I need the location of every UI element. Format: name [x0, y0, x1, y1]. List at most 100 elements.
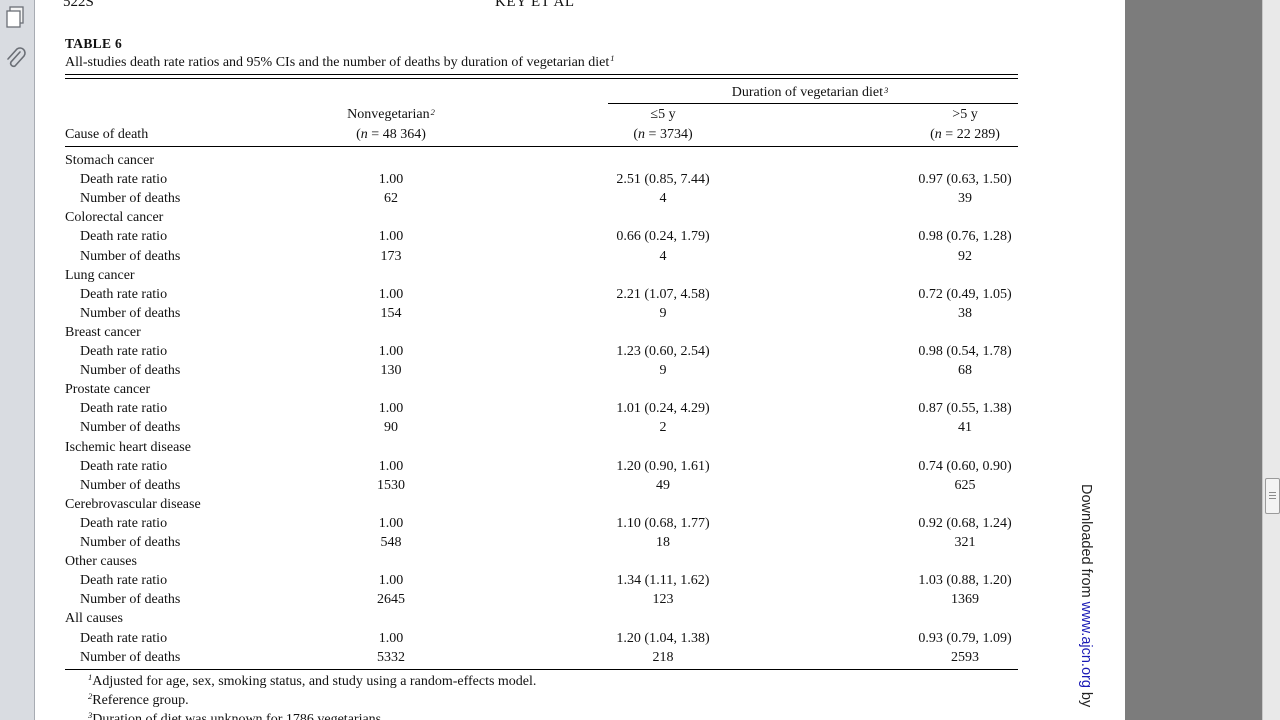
cell-short: 1.20 (1.04, 1.38) [616, 630, 710, 646]
cell-long: 321 [954, 535, 976, 550]
cause-group-label: Lung cancer [65, 267, 135, 283]
download-notice: Downloaded from www.ajcn.org by [1078, 484, 1094, 707]
cell-long: 0.97 (0.63, 1.50) [918, 172, 1012, 188]
download-notice-suffix: by [1078, 687, 1094, 708]
cell-short: 49 [656, 477, 670, 493]
cell-nonveg: 62 [384, 191, 398, 207]
table-top-rule-2 [65, 78, 1018, 79]
long-n-value: = 22 289) [941, 127, 1000, 142]
cell-long: 41 [958, 420, 972, 436]
row-label: Death rate ratio [80, 458, 168, 474]
cell-short: 1.23 (0.60, 2.54) [616, 344, 710, 359]
cell-long: 0.74 (0.60, 0.90) [918, 458, 1012, 474]
cell-nonveg: 1.00 [378, 515, 404, 531]
cell-short: 2 [659, 420, 667, 436]
cell-long: 0.92 (0.68, 1.24) [918, 515, 1012, 531]
cell-long: 1369 [951, 592, 979, 608]
cell-short: 4 [659, 248, 667, 264]
cell-long: 38 [958, 305, 972, 321]
vertical-scrollbar[interactable] [1262, 0, 1280, 720]
short-duration-header: ≤5 y [650, 107, 676, 122]
cell-long: 0.87 (0.55, 1.38) [918, 401, 1012, 417]
table-label: TABLE 6 [65, 36, 122, 51]
document-page: 522S KEY ET AL TABLE 6 All-studies death… [35, 0, 1125, 720]
cell-nonveg: 1530 [377, 477, 405, 493]
cell-short: 123 [652, 592, 674, 608]
download-notice-prefix: Downloaded from [1078, 484, 1094, 602]
short-n-value: = 3734) [645, 127, 693, 142]
journal-link[interactable]: www.ajcn.org [1078, 601, 1094, 688]
row-label: Death rate ratio [80, 401, 168, 417]
nonveg-n-symbol: n [360, 127, 368, 142]
row-label: Number of deaths [80, 305, 181, 321]
long-n-symbol: n [934, 127, 942, 142]
row-label: Number of deaths [80, 420, 181, 436]
pages-icon[interactable] [3, 4, 29, 30]
footnote-1-mark: 1 [88, 672, 93, 682]
cell-long: 0.98 (0.54, 1.78) [918, 344, 1012, 359]
cell-nonveg: 548 [380, 535, 402, 550]
cause-group-label: Breast cancer [65, 324, 141, 340]
nonveg-footnote-mark: 2 [430, 107, 435, 117]
cell-nonveg: 1.00 [378, 229, 404, 245]
row-label: Death rate ratio [80, 630, 168, 646]
row-label: Number of deaths [80, 191, 181, 207]
cell-short: 2.51 (0.85, 7.44) [616, 172, 710, 188]
cell-long: 625 [954, 477, 976, 493]
footnote-2: 2Reference group. [87, 691, 189, 709]
cell-long: 0.98 (0.76, 1.28) [918, 229, 1012, 245]
thumb-grip-line [1269, 498, 1276, 499]
cause-group-label: Other causes [65, 554, 137, 570]
cell-long: 0.72 (0.49, 1.05) [918, 286, 1012, 302]
paperclip-icon[interactable] [3, 46, 29, 72]
long-duration-n: (n = 22 289) [930, 125, 1000, 144]
cell-nonveg: 1.00 [378, 401, 404, 417]
cell-short: 9 [659, 305, 667, 321]
table-caption: All-studies death rate ratios and 95% CI… [65, 53, 615, 71]
long-duration-header: >5 y [952, 107, 978, 122]
footnote-2-text: Reference group. [92, 693, 189, 708]
cause-group-label: Ischemic heart disease [65, 439, 191, 455]
cause-group-label: Prostate cancer [65, 382, 151, 398]
cell-short: 9 [659, 363, 667, 379]
cell-short: 0.66 (0.24, 1.79) [616, 229, 710, 245]
cause-group-label: Cerebrovascular disease [65, 496, 201, 512]
footnote-3-text: Duration of diet was unknown for 1786 ve… [92, 712, 385, 720]
cell-nonveg: 1.00 [378, 344, 404, 359]
spanner-footnote-mark: 3 [883, 85, 889, 95]
cause-of-death-header: Cause of death [65, 127, 149, 142]
cell-short: 1.01 (0.24, 4.29) [616, 401, 710, 417]
row-label: Death rate ratio [80, 515, 168, 531]
nonveg-n-open: ( [356, 127, 361, 142]
cell-long: 68 [958, 363, 972, 379]
thumb-grip-line [1269, 495, 1276, 496]
row-label: Death rate ratio [80, 172, 168, 188]
short-n-open: ( [633, 127, 639, 142]
short-n-symbol: n [638, 127, 646, 142]
table-bottom-rule [65, 669, 1018, 670]
row-label: Number of deaths [80, 535, 181, 550]
footnote-1-text: Adjusted for age, sex, smoking status, a… [92, 674, 537, 689]
cell-long: 1.03 (0.88, 1.20) [918, 573, 1012, 589]
cell-nonveg: 90 [384, 420, 398, 436]
cause-group-label: Colorectal cancer [65, 210, 164, 226]
cell-nonveg: 1.00 [378, 630, 404, 646]
footnote-3-mark: 3 [88, 710, 93, 720]
cell-nonveg: 2645 [377, 592, 405, 608]
cell-short: 4 [659, 191, 667, 207]
cell-nonveg: 1.00 [378, 573, 404, 589]
cell-long: 2593 [951, 649, 979, 665]
footnote-1: 1Adjusted for age, sex, smoking status, … [87, 672, 537, 690]
left-toolbar [0, 0, 35, 720]
row-label: Number of deaths [80, 592, 181, 608]
header-bottom-rule [65, 146, 1018, 147]
nonveg-header-text: Nonvegetarian [347, 107, 430, 122]
cell-long: 0.93 (0.79, 1.09) [918, 630, 1012, 646]
cell-nonveg: 5332 [377, 649, 405, 665]
cause-group-label: Stomach cancer [65, 153, 155, 168]
nonveg-n-value: = 48 364) [367, 127, 426, 142]
scrollbar-thumb[interactable] [1265, 478, 1280, 514]
cell-short: 1.20 (0.90, 1.61) [616, 458, 710, 474]
page-number: 522S [63, 0, 94, 10]
row-label: Death rate ratio [80, 344, 168, 359]
